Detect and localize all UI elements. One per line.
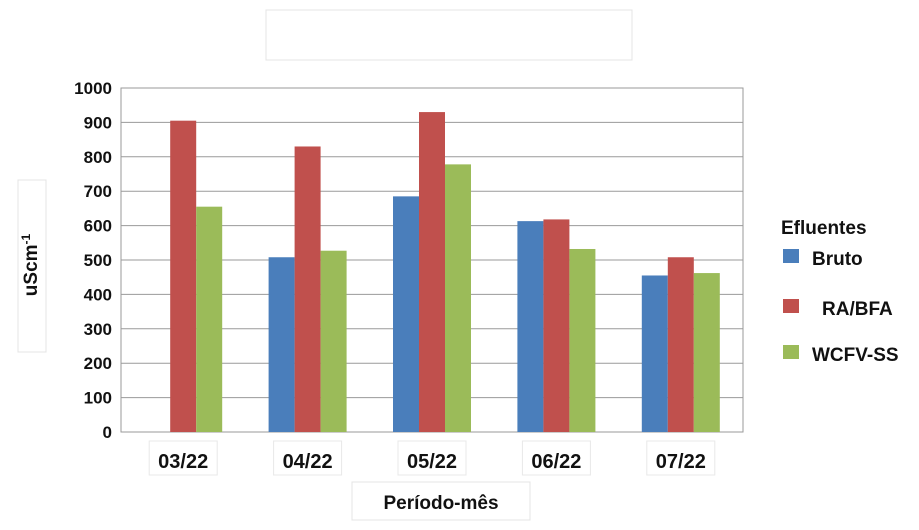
x-tick-frame — [273, 440, 343, 476]
bar-bruto-2 — [268, 257, 295, 432]
bar-wcfv-ss-2 — [320, 250, 347, 432]
x-tick-label: 06/22 — [531, 451, 581, 473]
ylabel-frame — [17, 179, 47, 353]
bar-bruto-4 — [517, 221, 544, 432]
x-tick-labels: 03/22 04/22 05/22 06/22 07/22 — [148, 440, 716, 476]
bar-wcfv-ss-5 — [693, 273, 720, 432]
bar-bruto-3 — [393, 196, 419, 432]
legend-title: Efluentes — [781, 218, 867, 239]
y-tick-label: 1000 — [74, 79, 112, 98]
bar-ra-bfa-4 — [543, 219, 570, 432]
legend-swatch — [783, 249, 799, 263]
title-frame — [265, 9, 633, 61]
x-tick-frame — [521, 440, 591, 476]
legend-items: Bruto RA/BFA WCFV-SS — [783, 249, 899, 366]
bar-ra-bfa-5 — [667, 257, 694, 432]
legend: Efluentes Bruto RA/BFA WCFV-SS — [781, 218, 899, 366]
y-axis-label-sup: -1 — [19, 233, 33, 244]
y-tick-label: 0 — [103, 423, 112, 442]
y-tick-label: 900 — [84, 113, 112, 132]
legend-label: RA/BFA — [822, 299, 893, 320]
y-tick-label: 600 — [84, 217, 112, 236]
bar-bruto-5 — [641, 275, 668, 432]
legend-swatch — [783, 299, 799, 313]
y-tick-label: 800 — [84, 148, 112, 167]
bar-wcfv-ss-4 — [569, 248, 596, 432]
x-axis-label: Período-mês — [383, 493, 498, 514]
y-tick-label: 200 — [84, 354, 112, 373]
bar-wcfv-ss-1 — [196, 206, 223, 432]
y-tick-label: 300 — [84, 320, 112, 339]
legend-label: WCFV-SS — [812, 345, 899, 366]
x-tick-label: 05/22 — [407, 451, 457, 473]
x-tick-label: 07/22 — [656, 451, 706, 473]
y-tick-label: 100 — [84, 389, 112, 408]
bar-ra-bfa-3 — [419, 112, 445, 432]
bar-ra-bfa-2 — [294, 146, 321, 433]
legend-swatch — [783, 345, 799, 359]
x-tick-label: 03/22 — [158, 451, 208, 473]
y-tick-label: 700 — [84, 182, 112, 201]
x-tick-frame — [646, 440, 716, 476]
legend-label: Bruto — [812, 249, 863, 270]
x-tick-frame — [397, 440, 467, 476]
x-tick-label: 04/22 — [283, 451, 333, 473]
y-axis-label: uScm-1 — [19, 233, 42, 296]
bar-ra-bfa-1 — [170, 120, 197, 433]
y-tick-label: 400 — [84, 285, 112, 304]
y-tick-labels: 0 100 200 300 400 500 600 700 800 900 1000 — [74, 79, 112, 442]
x-tick-frame — [148, 440, 218, 476]
xlabel-frame — [351, 481, 531, 521]
bars — [170, 112, 720, 433]
bar-wcfv-ss-3 — [445, 164, 471, 433]
y-tick-label: 500 — [84, 251, 112, 270]
y-axis-label-base: uScm — [21, 244, 42, 296]
